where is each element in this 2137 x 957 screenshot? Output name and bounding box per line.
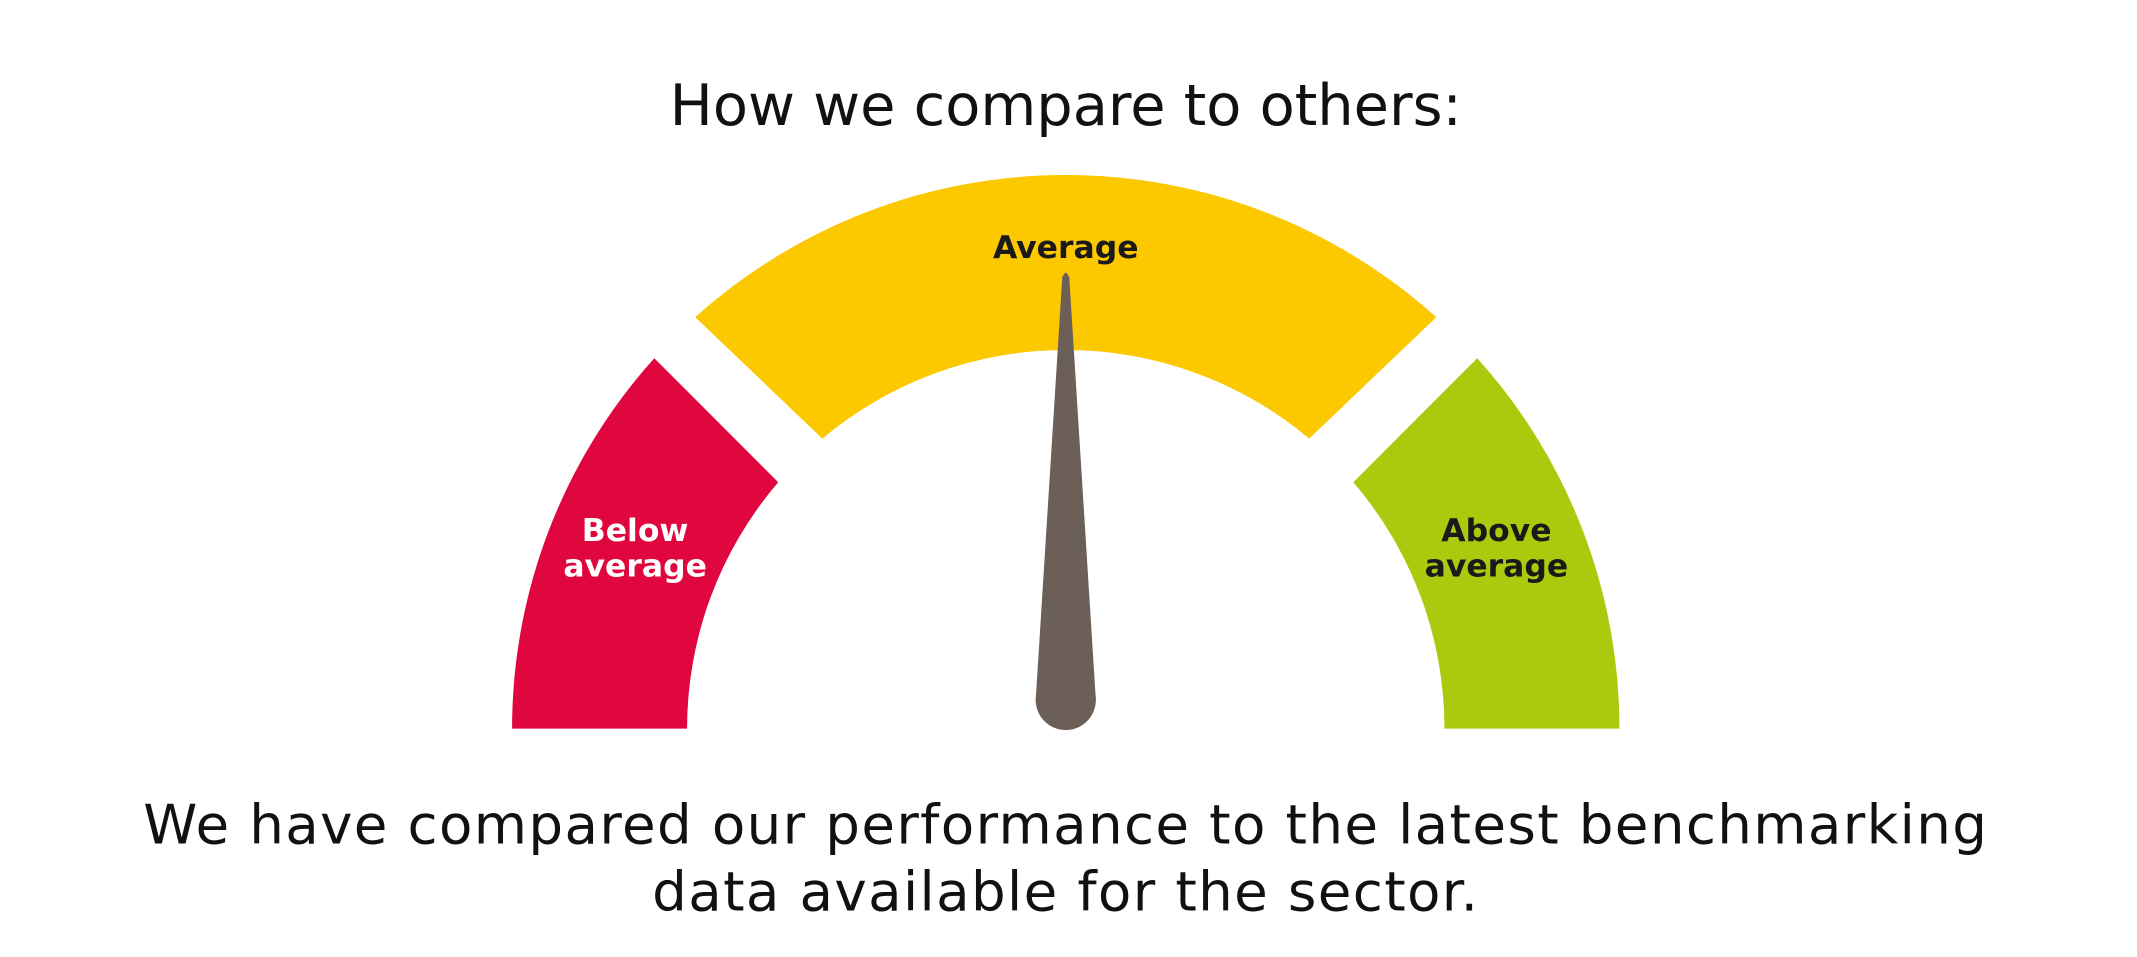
- segment-label: Above: [1441, 513, 1551, 549]
- description-line: We have compared our performance to the …: [143, 793, 1988, 857]
- gauge-segment-above: [1353, 358, 1620, 729]
- gauge-segment-below: [512, 358, 779, 729]
- needle: [1035, 272, 1096, 731]
- segment-label: average: [563, 548, 707, 584]
- title: How we compare to others:: [670, 72, 1462, 139]
- needle-tip: [1063, 272, 1069, 277]
- gauge: Below average Average Above average: [512, 174, 1620, 731]
- needle-shaft: [1035, 276, 1096, 700]
- description-line: data available for the sector.: [652, 860, 1479, 924]
- segment-label: Below: [582, 513, 689, 549]
- segment-label: average: [1425, 548, 1569, 584]
- segment-label: Average: [993, 230, 1139, 266]
- needle-hub: [1035, 669, 1096, 731]
